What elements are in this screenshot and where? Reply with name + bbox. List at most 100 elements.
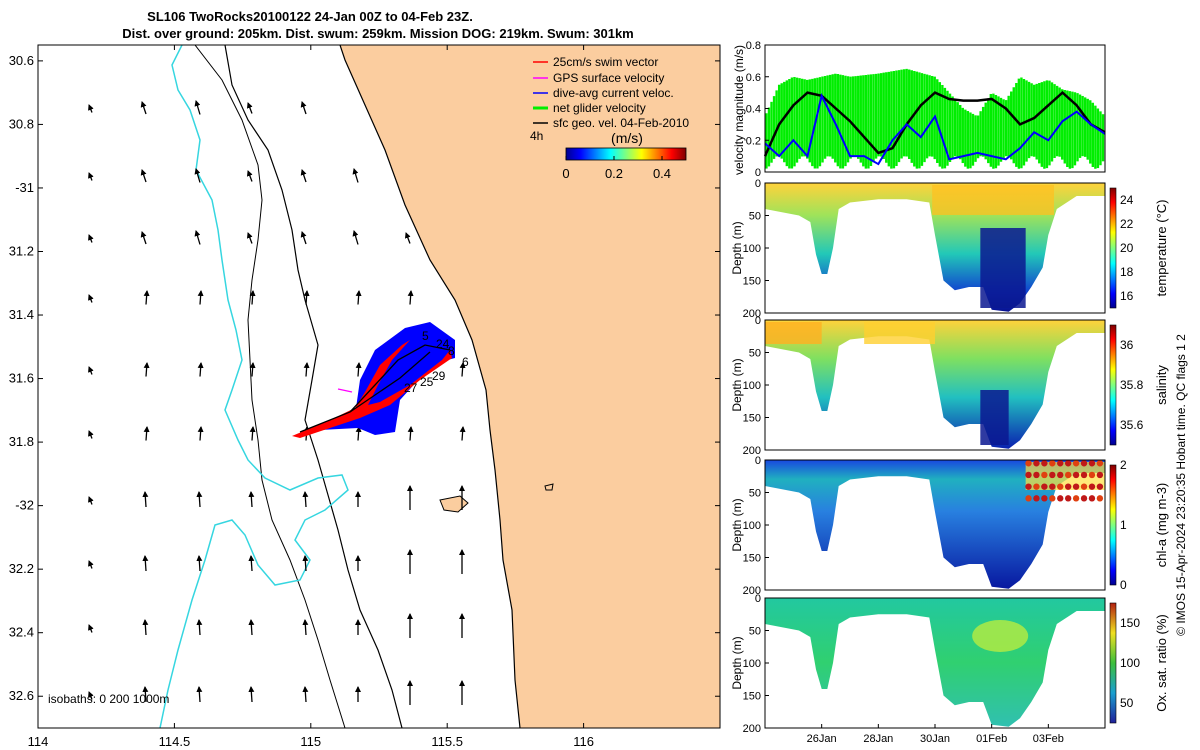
section-colorbar-tick-label: 150 <box>1120 616 1140 630</box>
section-colorbar-tick-label: 35.8 <box>1120 378 1144 392</box>
geo-vector-arrow <box>194 168 201 183</box>
geo-vector-arrow <box>197 426 204 441</box>
section-ytick-label: 0 <box>755 455 761 467</box>
chl-point <box>1080 495 1088 502</box>
legend-dive-label: dive-avg current veloc. <box>553 86 674 100</box>
geo-vector-arrow <box>142 555 149 572</box>
geo-vector-arrow <box>246 102 253 114</box>
map-ytick-label: 31.4 <box>9 307 34 322</box>
colorbar-tick-label: 0 <box>562 166 569 181</box>
track-label: 5 <box>422 329 429 343</box>
section-colorbar <box>1109 602 1117 724</box>
section-ytick-label: 150 <box>743 691 761 703</box>
geo-vector-arrow <box>407 290 414 305</box>
chl-point <box>1041 483 1048 490</box>
geo-vector-arrow <box>140 231 147 245</box>
geo-vector-arrow <box>300 231 307 245</box>
track-label: 29 <box>432 369 446 383</box>
section-colorbar-tick-label: 22 <box>1120 217 1134 231</box>
legend-item-gps: GPS surface velocity <box>533 71 664 85</box>
geo-vector-arrow <box>459 426 466 441</box>
section-ytick-label: 200 <box>743 308 761 320</box>
geo-vector-arrow <box>197 290 204 305</box>
chl-point <box>1049 483 1056 490</box>
geo-vector-arrow <box>196 555 203 572</box>
geo-vector-arrow <box>88 624 94 633</box>
section-ytick-label: 150 <box>743 553 761 565</box>
section-colorbar-tick-label: 20 <box>1120 241 1134 255</box>
legend-item-dive: dive-avg current veloc. <box>533 86 674 100</box>
geo-vector-arrow <box>194 100 201 115</box>
map-xtick-label: 116 <box>573 734 594 749</box>
trajectory-track <box>299 344 451 433</box>
section-ytick-label: 0 <box>755 593 761 605</box>
time-axis: 26Jan 28Jan 30Jan 01Feb 03Feb <box>807 724 1064 745</box>
colorbar-side-label: 4h <box>530 129 543 143</box>
geo-vector-arrow <box>196 686 203 703</box>
map-ytick-label: 30.6 <box>9 53 34 68</box>
geo-vector-arrow <box>303 362 310 377</box>
time-tick-label: 26Jan <box>807 733 837 745</box>
geo-vector-arrow <box>246 170 253 182</box>
geo-vector-arrow <box>197 362 204 377</box>
geo-vector-arrow <box>140 169 147 183</box>
section-panel-temperature: 0 50 100 150 200 Depth (m) 24 22 20 18 16 temperatu… <box>730 178 1169 320</box>
title-line-1: SL106 TwoRocks20100122 24-Jan 00Z to 04-… <box>147 9 473 24</box>
section-colorbar <box>1109 187 1117 309</box>
chl-point <box>1072 483 1080 490</box>
cold-core <box>980 228 1026 308</box>
coastline <box>339 45 521 728</box>
colorbar-gradient <box>565 147 687 161</box>
geo-vector-arrow <box>142 491 149 508</box>
chl-point <box>1049 460 1056 467</box>
geo-vector-arrow <box>88 496 94 505</box>
colorbar-tick-label: 0.2 <box>605 166 623 181</box>
chl-point <box>1096 495 1104 502</box>
section-colorbar-tick-label: 100 <box>1120 656 1140 670</box>
island-2 <box>544 483 554 491</box>
section-panel-chl: 0 50 100 150 200 Depth (m) 2 1 0 chl-a (mg m-3) <box>730 455 1169 597</box>
salty-layer-2 <box>864 322 935 344</box>
section-colorbar-tick-label: 16 <box>1120 289 1134 303</box>
velocity-ytick-label: 0.4 <box>746 104 761 116</box>
legend-item-geo: sfc geo. vel. 04-Feb-2010 <box>533 116 689 130</box>
velocity-ytick-label: 0.2 <box>746 135 761 147</box>
time-tick-label: 03Feb <box>1033 733 1064 745</box>
chl-point <box>1025 460 1032 467</box>
gps-vector <box>337 388 353 393</box>
geo-vector-arrow <box>302 619 309 636</box>
map-ytick-label: 32.2 <box>9 561 34 576</box>
chl-point <box>1057 471 1064 479</box>
map-ytick-label: 31.8 <box>9 434 34 449</box>
chl-point <box>1096 471 1104 479</box>
geo-vector-arrow <box>352 230 359 245</box>
section-ytick-label: 100 <box>743 520 761 532</box>
map-xtick-label: 114.5 <box>159 734 191 749</box>
chl-point <box>1064 460 1072 467</box>
geo-vector-arrow <box>196 491 203 508</box>
time-tick-label: 30Jan <box>920 733 950 745</box>
velocity-ytick-label: 0.6 <box>746 72 761 84</box>
section-colorbar-tick-label: 1 <box>1120 518 1127 532</box>
section-ytick-label: 150 <box>743 413 761 425</box>
warm-layer <box>932 185 1054 215</box>
section-ylabel: Depth (m) <box>730 358 744 411</box>
section-ylabel: Depth (m) <box>730 498 744 551</box>
chl-point <box>1033 495 1040 502</box>
chl-point <box>1064 495 1072 502</box>
section-colorbar-label: Ox. sat. ratio (%) <box>1154 614 1169 712</box>
geo-vector-arrow <box>142 686 149 703</box>
isobath-200 <box>224 45 403 728</box>
geo-vector-arrow <box>88 294 94 303</box>
section-colorbar-tick-label: 50 <box>1120 696 1134 710</box>
chl-point <box>1041 471 1048 479</box>
chl-point <box>1088 483 1096 490</box>
geo-vector-arrow <box>300 169 307 183</box>
chl-point <box>1072 495 1080 502</box>
map-ytick-label: 30.8 <box>9 116 34 131</box>
geo-vector-arrow <box>248 619 255 636</box>
